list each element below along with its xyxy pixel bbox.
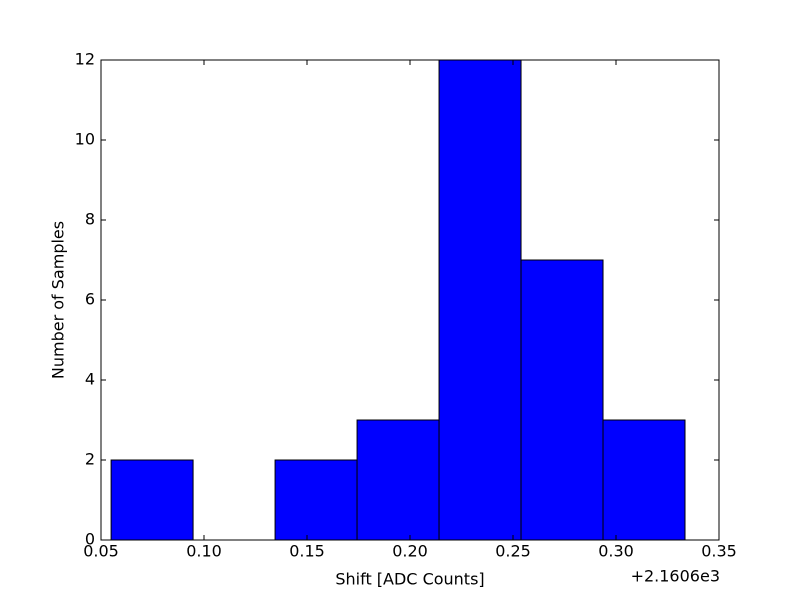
bar	[356, 419, 440, 541]
x-tick-label: 0.20	[392, 542, 428, 561]
bar	[520, 259, 604, 541]
x-tick-label: 0.05	[83, 542, 119, 561]
bar	[602, 419, 686, 541]
y-tick-label: 6	[85, 290, 95, 309]
y-tick-label: 8	[85, 210, 95, 229]
y-tick-label: 2	[85, 450, 95, 469]
x-axis-label: Shift [ADC Counts]	[335, 570, 484, 589]
y-tick-label: 4	[85, 370, 95, 389]
bar	[438, 59, 522, 541]
x-tick-label: 0.10	[186, 542, 222, 561]
x-tick-label: 0.30	[598, 542, 634, 561]
y-tick-label: 12	[75, 50, 95, 69]
y-tick-label: 0	[85, 530, 95, 549]
bar	[274, 459, 358, 541]
x-offset-label: +2.1606e3	[631, 567, 720, 586]
y-axis-label: Number of Samples	[49, 221, 68, 379]
x-tick-label: 0.25	[495, 542, 531, 561]
x-tick-label: 0.15	[289, 542, 325, 561]
bar	[110, 459, 194, 541]
x-tick-label: 0.35	[701, 542, 737, 561]
y-tick-label: 10	[75, 130, 95, 149]
